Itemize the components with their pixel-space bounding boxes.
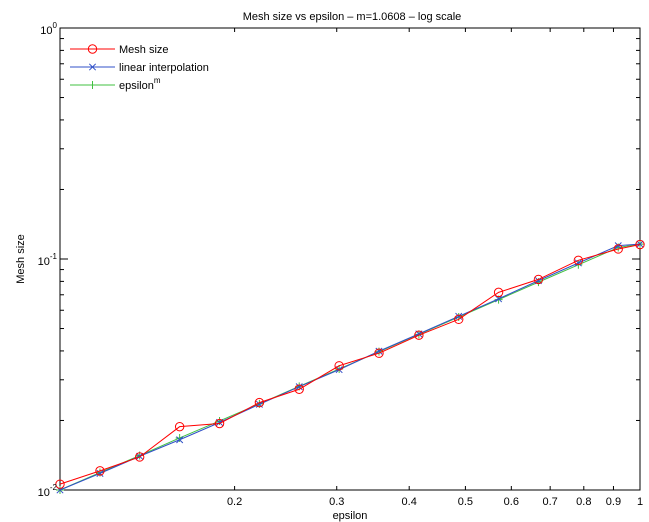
x-tick-label: 0.5 (458, 496, 473, 508)
x-tick-label: 0.9 (606, 496, 621, 508)
axis-ticks (59, 27, 641, 491)
marker-circle (454, 314, 464, 325)
marker-circle (55, 479, 65, 489)
marker-circle (294, 384, 304, 394)
legend-label: Mesh size (119, 44, 169, 56)
marker-circle (87, 44, 98, 54)
x-tick-label: 0.6 (504, 496, 519, 508)
x-tick-label: 0.8 (576, 496, 591, 508)
marker-plus (88, 81, 97, 89)
marker-x (88, 63, 97, 71)
marker-circle (414, 330, 424, 340)
x-tick-label: 0.3 (329, 496, 344, 508)
marker-circle (134, 452, 145, 462)
x-tick-label: 0.4 (402, 496, 417, 508)
marker-circle (254, 397, 265, 408)
y-axis-label: Mesh size (15, 234, 27, 284)
series-layer (55, 239, 645, 494)
marker-circle (374, 348, 384, 358)
legend-label: epsilonm (119, 76, 161, 92)
marker-circle (493, 287, 504, 298)
marker-x (176, 436, 184, 444)
x-tick-label: 0.7 (543, 496, 558, 508)
legend-entry-0: Mesh size (70, 44, 169, 56)
y-tick-labels: 10-2 10-1 100 (38, 21, 58, 499)
x-tick-label: 1 (637, 496, 643, 508)
marker-circle (334, 361, 344, 371)
plot-area (55, 27, 645, 494)
marker-x (136, 452, 144, 460)
marker-x (215, 418, 224, 427)
marker-x (614, 242, 622, 250)
chart-title: Mesh size vs epsilon – m=1.0608 – log sc… (243, 11, 462, 23)
y-tick-label: 100 (40, 21, 57, 37)
marker-circle (214, 418, 225, 429)
legend-label: linear interpolation (119, 62, 209, 74)
y-tick-label: 10-2 (38, 483, 58, 499)
series-line (59, 244, 641, 485)
series-line (59, 243, 641, 491)
marker-circle (533, 274, 544, 285)
y-tick-label: 10-1 (38, 252, 58, 268)
plot-frame (59, 27, 641, 491)
x-tick-label: 0.2 (227, 496, 242, 508)
series-0 (55, 239, 645, 489)
marker-plus (175, 433, 184, 442)
marker-x (636, 240, 644, 248)
marker-circle (573, 255, 584, 266)
marker-x (295, 383, 303, 391)
x-axis-label: epsilon (333, 510, 368, 522)
legend-entry-2: epsilonm (70, 76, 161, 92)
marker-circle (174, 421, 185, 432)
legend-entry-1: linear interpolation (70, 62, 209, 74)
marker-circle (613, 244, 623, 254)
x-tick-labels: 0.2 0.3 0.4 0.5 0.6 0.7 0.8 0.9 1 (227, 496, 643, 508)
marker-circle (635, 239, 645, 250)
marker-x (495, 295, 503, 303)
marker-circle (95, 466, 105, 476)
legend: Mesh size linear interpolation epsilonm (70, 44, 209, 92)
